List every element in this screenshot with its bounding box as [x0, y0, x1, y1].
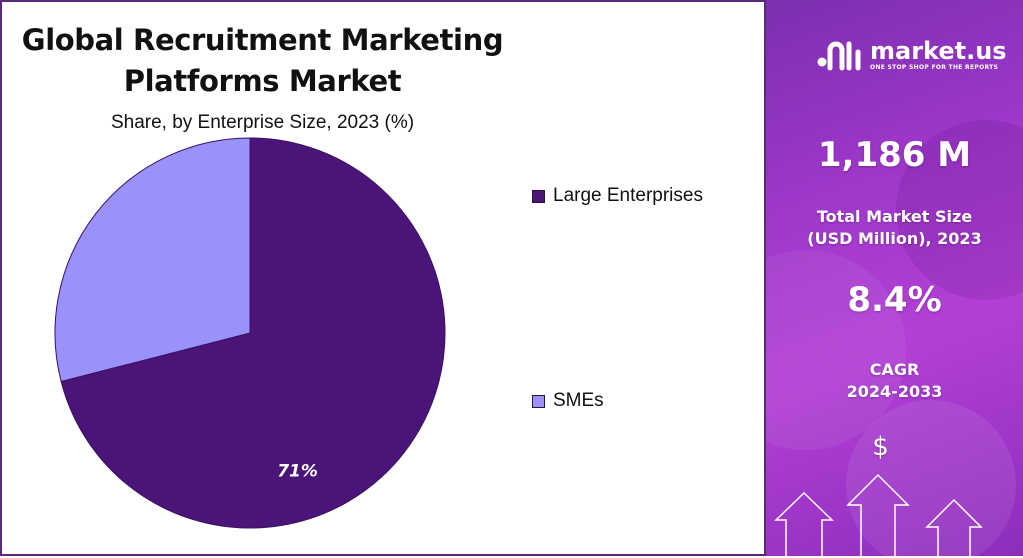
legend-label: SMEs [553, 390, 604, 411]
market-size-value: 1,186 M [817, 135, 972, 175]
decorative-arrows [774, 473, 983, 556]
up-arrow-icon [774, 491, 834, 556]
pie-slice-data-label: 71% [277, 461, 318, 481]
legend-swatch [532, 394, 545, 408]
market-size-label-line1: Total Market Size [816, 207, 973, 226]
chart-subtitle: Share, by Enterprise Size, 2023 (%) [110, 112, 415, 133]
brand-tagline: ONE STOP SHOP FOR THE REPORTS [870, 64, 999, 71]
dollar-icon: $ [872, 432, 889, 462]
brand-logo: market.us ONE STOP SHOP FOR THE REPORTS [816, 38, 1007, 74]
legend-item-smes: SMEs [532, 390, 604, 412]
pie-slice-large-enterprises [60, 137, 446, 529]
up-arrow-icon [925, 498, 983, 556]
chart-panel: Global Recruitment Marketing Platforms M… [0, 0, 766, 556]
legend-label: Large Enterprises [553, 185, 703, 206]
market-size-label-line2: (USD Million), 2023 [807, 229, 982, 248]
stats-sidebar: market.us ONE STOP SHOP FOR THE REPORTS … [766, 0, 1023, 556]
legend-item-large-enterprises: Large Enterprises [532, 185, 703, 207]
chart-title: Global Recruitment Marketing Platforms M… [21, 23, 504, 98]
cagr-label-line2: 2024-2033 [846, 382, 943, 401]
cagr-label-line1: CAGR [869, 360, 920, 379]
brand-name: market.us [870, 37, 1007, 65]
up-arrow-icon [846, 473, 910, 556]
market-us-logo-icon [817, 41, 861, 71]
pie-chart: 71% [54, 137, 446, 529]
cagr-value: 8.4% [847, 280, 942, 320]
pie-slice-smes [54, 137, 251, 383]
legend-swatch [532, 189, 545, 203]
